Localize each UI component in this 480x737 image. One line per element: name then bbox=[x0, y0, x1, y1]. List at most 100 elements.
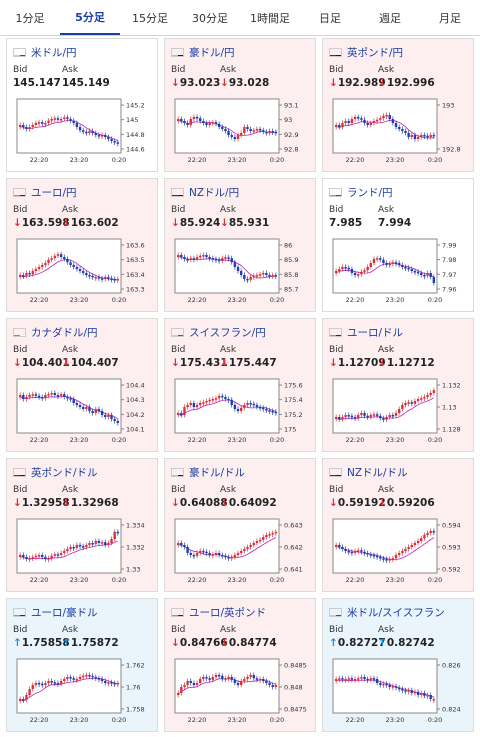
currency-card[interactable]: ユーロ/豪ドル Bid Ask ↑1.75858 ↑1.75872 1.762 1… bbox=[6, 598, 158, 732]
pair-name[interactable]: 豪ドル/円 bbox=[189, 46, 235, 59]
y-tick-label: 85.7 bbox=[284, 286, 298, 294]
card-title[interactable]: スイスフラン/円 bbox=[171, 325, 266, 339]
currency-card[interactable]: 英ポンド/円 Bid Ask ↓192.989 ↓192.996 193 192.… bbox=[322, 38, 474, 172]
candle bbox=[363, 119, 366, 123]
moving-average-line bbox=[336, 397, 435, 420]
candle bbox=[31, 394, 34, 396]
candle bbox=[379, 415, 382, 419]
candle bbox=[192, 403, 196, 407]
pair-name[interactable]: カナダドル/円 bbox=[31, 326, 98, 339]
pair-name[interactable]: ユーロ/英ポンド bbox=[189, 606, 267, 619]
currency-card[interactable]: ランド/円 Bid Ask 7.985 7.994 7.99 7.98 7.97 7.… bbox=[322, 178, 474, 312]
tab-1[interactable]: 5分足 bbox=[60, 0, 120, 35]
tab-6[interactable]: 週足 bbox=[379, 11, 401, 25]
card-title[interactable]: NZドル/円 bbox=[171, 185, 239, 199]
pair-name[interactable]: NZドル/ドル bbox=[347, 466, 408, 479]
card-title[interactable]: 英ポンド/ドル bbox=[13, 465, 98, 479]
bid-value: 7.985 bbox=[329, 217, 362, 229]
candle bbox=[426, 395, 429, 397]
card-title[interactable]: ユーロ/豪ドル bbox=[13, 605, 98, 619]
candle bbox=[230, 557, 233, 559]
trend-arrow-icon: ↓ bbox=[171, 637, 180, 649]
currency-card[interactable]: 英ポンド/ドル Bid Ask ↓1.32958 ↓1.32968 1.334 1… bbox=[6, 458, 158, 592]
candle bbox=[199, 403, 202, 405]
nz-us-flag-icon bbox=[329, 467, 342, 477]
card-title[interactable]: ランド/円 bbox=[329, 185, 393, 199]
candle bbox=[208, 678, 211, 680]
currency-card[interactable]: NZドル/ドル Bid Ask ↓0.59192 ↓0.59206 0.594 0… bbox=[322, 458, 474, 592]
bid-value-text: 0.64088 bbox=[179, 497, 228, 509]
pair-name[interactable]: 米ドル/スイスフラン bbox=[347, 606, 445, 619]
pair-name[interactable]: 豪ドル/ドル bbox=[189, 466, 246, 479]
currency-card[interactable]: スイスフラン/円 Bid Ask ↓175.431 ↓175.447 175.6… bbox=[164, 318, 316, 452]
pair-name[interactable]: 英ポンド/円 bbox=[347, 46, 404, 59]
tab-7[interactable]: 月足 bbox=[439, 11, 461, 25]
candle bbox=[81, 130, 85, 132]
candle bbox=[81, 271, 85, 273]
candle bbox=[85, 273, 88, 275]
candle bbox=[372, 414, 376, 416]
tab-5[interactable]: 日足 bbox=[319, 11, 341, 25]
pair-name[interactable]: ユーロ/円 bbox=[31, 186, 77, 199]
candle bbox=[268, 410, 271, 412]
candle bbox=[410, 690, 413, 693]
candle bbox=[37, 267, 41, 269]
pair-name[interactable]: スイスフラン/円 bbox=[189, 326, 266, 339]
trend-arrow-icon: ↓ bbox=[220, 217, 229, 229]
card-title[interactable]: ユーロ/英ポンド bbox=[171, 605, 266, 619]
y-tick-label: 1.132 bbox=[442, 382, 461, 390]
timeframe-tabs: 1分足 5分足 15分足 30分足 1時間足 日足 週足 月足 bbox=[0, 0, 480, 36]
candle bbox=[72, 120, 75, 123]
card-title[interactable]: 米ドル/円 bbox=[13, 45, 77, 59]
tab-0[interactable]: 1分足 bbox=[15, 11, 45, 25]
tab-3[interactable]: 30分足 bbox=[192, 11, 228, 25]
candle bbox=[255, 405, 259, 407]
pair-name[interactable]: ランド/円 bbox=[347, 186, 393, 199]
candle bbox=[107, 415, 110, 417]
card-title[interactable]: 豪ドル/円 bbox=[171, 45, 235, 59]
bid-label: Bid bbox=[329, 485, 344, 495]
currency-card[interactable]: 豪ドル/円 Bid Ask ↓93.023 ↓93.028 93.1 93 92.9… bbox=[164, 38, 316, 172]
candle bbox=[208, 257, 211, 259]
candle bbox=[192, 683, 196, 685]
pair-name[interactable]: ユーロ/豪ドル bbox=[31, 606, 98, 619]
candle bbox=[180, 687, 183, 693]
pair-name[interactable]: ユーロ/ドル bbox=[347, 326, 404, 339]
candle bbox=[202, 255, 205, 257]
trend-arrow-icon: ↓ bbox=[329, 497, 338, 509]
candle bbox=[44, 683, 47, 685]
currency-card[interactable]: 米ドル/スイスフラン Bid Ask ↑0.82727 ↑0.82742 0.8… bbox=[322, 598, 474, 732]
card-title[interactable]: NZドル/ドル bbox=[329, 465, 408, 479]
candle bbox=[426, 135, 429, 138]
candle bbox=[255, 678, 259, 680]
y-tick-label: 163.5 bbox=[126, 256, 145, 264]
candle bbox=[341, 417, 344, 419]
currency-card[interactable]: カナダドル/円 Bid Ask ↓104.401 ↓104.407 104.4 1… bbox=[6, 318, 158, 452]
candle bbox=[88, 131, 91, 133]
pair-name[interactable]: 米ドル/円 bbox=[31, 46, 77, 59]
card-title[interactable]: 米ドル/スイスフラン bbox=[329, 605, 445, 619]
currency-card[interactable]: 米ドル/円 Bid Ask 145.147 145.149 145.2 145 14… bbox=[6, 38, 158, 172]
candle bbox=[236, 553, 240, 555]
currency-card[interactable]: ユーロ/英ポンド Bid Ask ↓0.84766 ↓0.84774 0.848… bbox=[164, 598, 316, 732]
candle bbox=[37, 683, 41, 685]
currency-card[interactable]: 豪ドル/ドル Bid Ask ↓0.64088 ↓0.64092 0.643 0.… bbox=[164, 458, 316, 592]
card-title[interactable]: 英ポンド/円 bbox=[329, 45, 403, 59]
pair-name[interactable]: 英ポンド/ドル bbox=[31, 466, 98, 479]
pair-name[interactable]: NZドル/円 bbox=[189, 186, 240, 199]
x-tick-label: 22:20 bbox=[188, 436, 207, 444]
currency-card[interactable]: ユーロ/円 Bid Ask ↓163.598 ↓163.602 163.6 163… bbox=[6, 178, 158, 312]
x-tick-label: 0:20 bbox=[112, 576, 127, 584]
card-title[interactable]: 豪ドル/ドル bbox=[171, 465, 245, 479]
currency-card[interactable]: ユーロ/ドル Bid Ask ↓1.12709 ↓1.12712 1.132 1.… bbox=[322, 318, 474, 452]
candle bbox=[360, 271, 363, 275]
y-tick-label: 0.8485 bbox=[284, 662, 307, 670]
ask-value: ↑1.75872 bbox=[62, 637, 119, 649]
card-title[interactable]: ユーロ/ドル bbox=[329, 325, 403, 339]
tab-2[interactable]: 15分足 bbox=[132, 11, 168, 25]
card-title[interactable]: カナダドル/円 bbox=[13, 325, 98, 339]
tab-4[interactable]: 1時間足 bbox=[250, 11, 290, 25]
card-title[interactable]: ユーロ/円 bbox=[13, 185, 77, 199]
currency-card[interactable]: NZドル/円 Bid Ask ↓85.924 ↓85.931 86 85.9 85.… bbox=[164, 178, 316, 312]
candle bbox=[75, 545, 79, 548]
